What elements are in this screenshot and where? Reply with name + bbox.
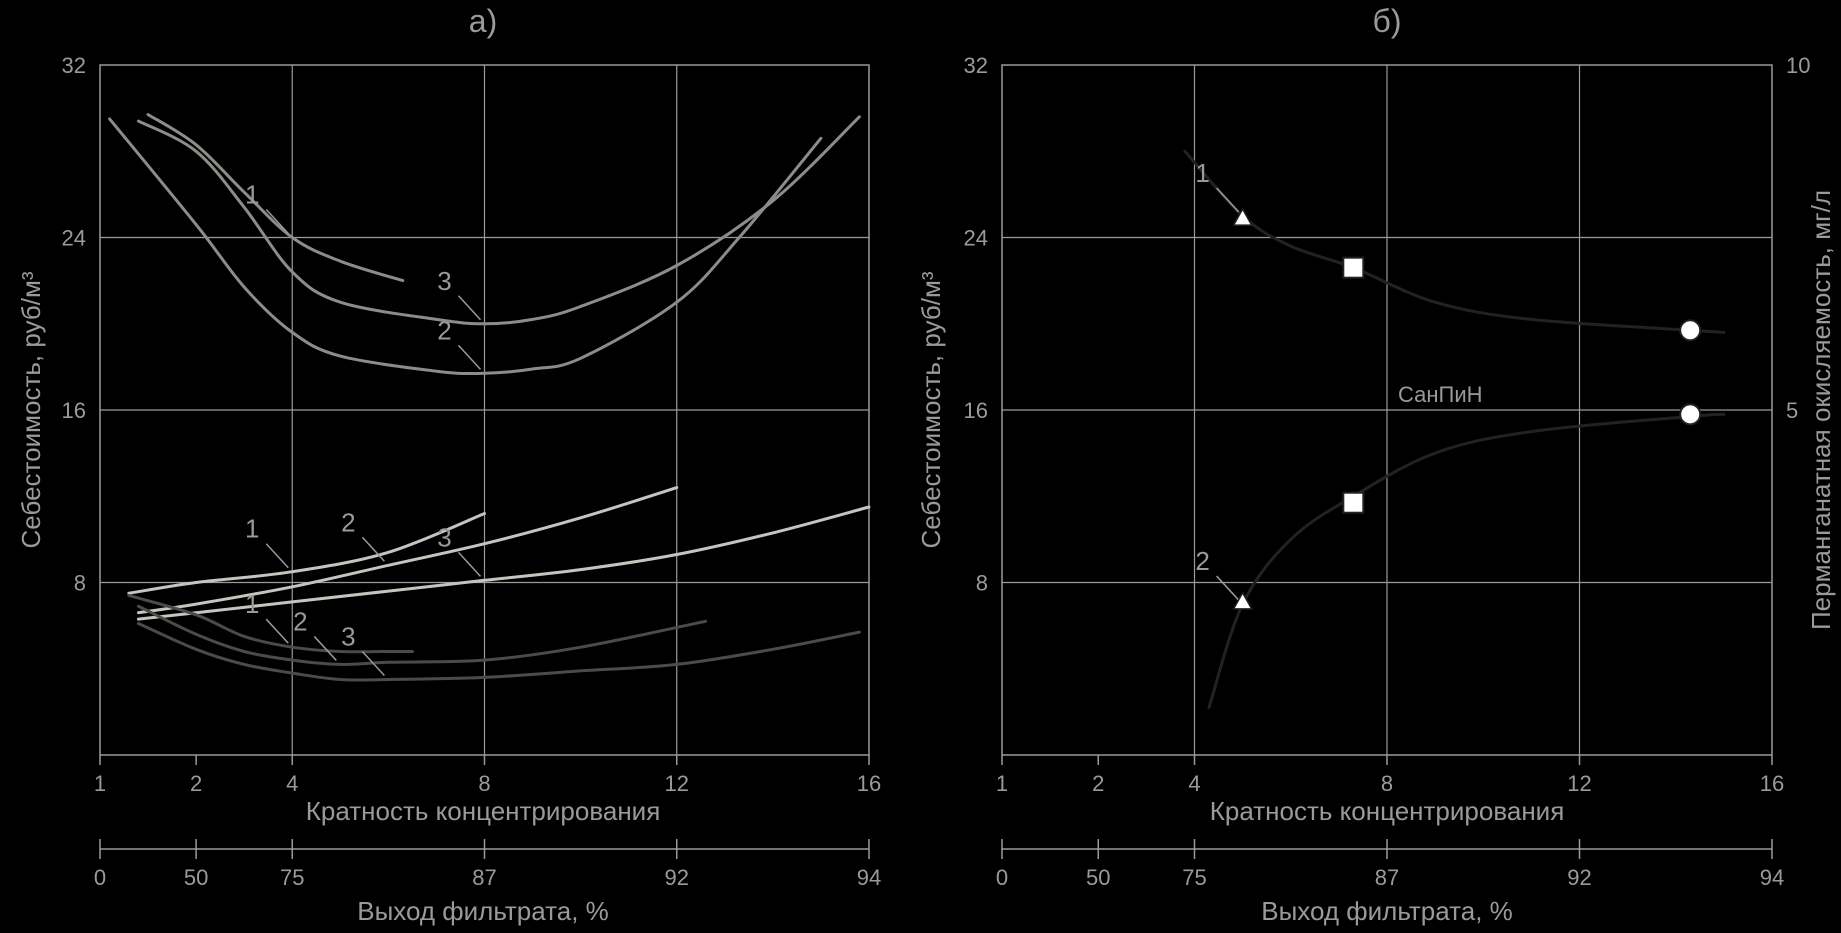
- series-label: 3: [437, 266, 451, 296]
- x-tick-label: 8: [1381, 771, 1393, 796]
- series-line-2: [136, 486, 679, 615]
- marker-circle: [1679, 319, 1702, 342]
- y-tick-label: 32: [964, 53, 988, 78]
- series-label: 3: [437, 522, 451, 552]
- series-label: 2: [1195, 546, 1209, 576]
- series-label: 2: [341, 507, 355, 537]
- y-tick-label: 8: [976, 571, 988, 596]
- y-tick-label: 8: [74, 571, 86, 596]
- series-label-leader: [265, 208, 289, 235]
- series-line-3: [136, 621, 861, 682]
- x-tick-label: 4: [1188, 771, 1200, 796]
- x2-tick-label: 75: [1182, 865, 1206, 890]
- x-axis-label-b: Кратность концентрирования: [1210, 796, 1565, 826]
- series-label: 1: [245, 514, 259, 544]
- x2-tick-label: 0: [996, 865, 1008, 890]
- x-tick-label: 16: [1760, 771, 1784, 796]
- series-line-3: [136, 505, 871, 621]
- sanpin-annotation: СанПиН: [1398, 382, 1483, 407]
- x-tick-label: 2: [1092, 771, 1104, 796]
- y-axis-label-b: Себестоимость, руб/м³: [916, 271, 946, 548]
- series-label-leader: [265, 543, 289, 569]
- y2-axis-label-b: Перманганатная окисляемость, мг/л: [1806, 190, 1836, 630]
- chart-title-a: а): [469, 3, 497, 39]
- x-tick-label: 4: [286, 771, 298, 796]
- x2-tick-label: 87: [1375, 865, 1399, 890]
- x2-tick-label: 50: [184, 865, 208, 890]
- series-label-leader: [457, 295, 482, 321]
- series-label-leader: [265, 618, 289, 644]
- x-tick-label: 1: [996, 771, 1008, 796]
- series-label-leader: [457, 344, 482, 370]
- x2-axis-label-b: Выход фильтрата, %: [1261, 896, 1513, 926]
- y2-tick-label: 5: [1786, 398, 1798, 423]
- series-label-leader: [361, 651, 385, 677]
- series-label-leader: [361, 536, 385, 562]
- series-label-leader: [1216, 575, 1240, 601]
- x2-tick-label: 92: [665, 865, 689, 890]
- y-axis-label-a: Себестоимость, руб/м³: [16, 271, 46, 548]
- y-tick-label: 16: [964, 398, 988, 423]
- x2-tick-label: 75: [280, 865, 304, 890]
- series-line-1: [146, 113, 405, 283]
- y-tick-label: 24: [964, 226, 988, 251]
- y-tick-label: 24: [62, 226, 86, 251]
- series-line-3: [136, 115, 861, 326]
- x2-tick-label: 92: [1567, 865, 1591, 890]
- x2-tick-label: 50: [1086, 865, 1110, 890]
- chart-title-b: б): [1373, 3, 1402, 39]
- series-b: 12: [1183, 149, 1726, 710]
- series-label: 1: [1195, 158, 1209, 188]
- x2-tick-label: 0: [94, 865, 106, 890]
- series-label-leader: [1216, 187, 1240, 213]
- series-label: 1: [245, 589, 259, 619]
- series-label: 1: [245, 180, 259, 210]
- series-label: 2: [437, 315, 451, 345]
- y-tick-label: 32: [62, 53, 86, 78]
- x2-tick-label: 94: [857, 865, 881, 890]
- y-tick-label: 16: [62, 398, 86, 423]
- series-line-2: [108, 117, 823, 376]
- series-line-1: [127, 512, 486, 595]
- x-tick-label: 12: [665, 771, 689, 796]
- x2-axis-label-a: Выход фильтрата, %: [357, 896, 609, 926]
- series-a: 1 2 3 1 2 3 1 2 3: [108, 113, 871, 682]
- x-tick-label: 2: [190, 771, 202, 796]
- series-line-1: [127, 593, 414, 654]
- series-line-2: [136, 604, 708, 666]
- marker-circle: [1679, 403, 1702, 426]
- marker-square: [1342, 256, 1365, 279]
- series-label-leader: [313, 635, 337, 661]
- x-axis-label-a: Кратность концентрирования: [306, 796, 661, 826]
- x2-tick-label: 87: [472, 865, 496, 890]
- x-tick-label: 12: [1567, 771, 1591, 796]
- marker-triangle: [1232, 591, 1253, 610]
- marker-square: [1342, 491, 1365, 514]
- series-label: 2: [293, 606, 307, 636]
- series-label: 3: [341, 622, 355, 652]
- x-tick-label: 16: [857, 771, 881, 796]
- x-tick-label: 1: [94, 771, 106, 796]
- marker-triangle: [1232, 207, 1253, 226]
- x2-tick-label: 94: [1760, 865, 1784, 890]
- y2-tick-label: 10: [1786, 53, 1810, 78]
- x-tick-label: 8: [478, 771, 490, 796]
- grid-b: [1002, 65, 1772, 755]
- series-label-leader: [457, 551, 482, 577]
